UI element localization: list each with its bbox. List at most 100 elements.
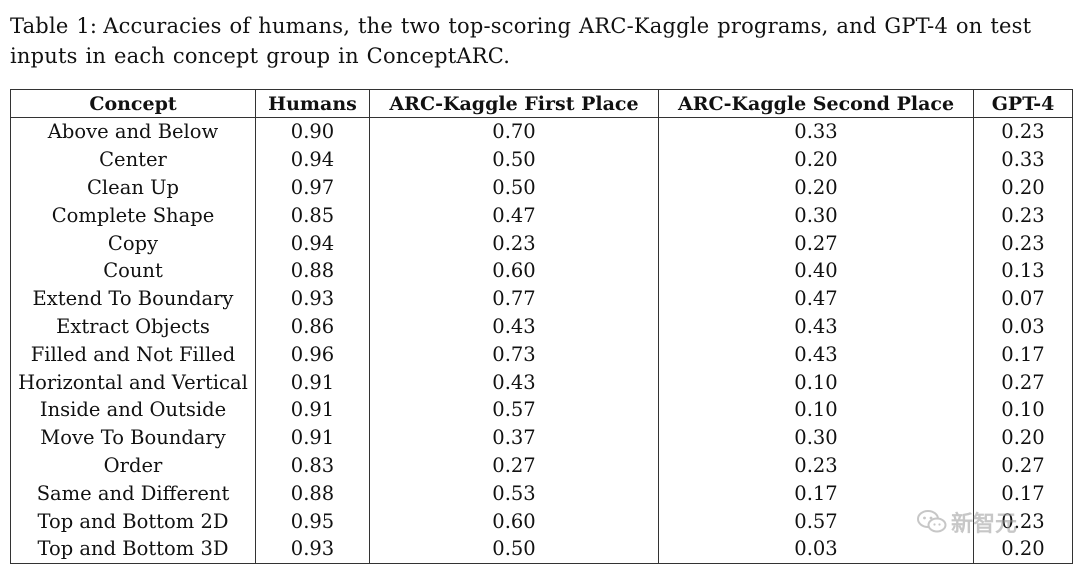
cell-humans: 0.91 (255, 395, 370, 424)
table-row: Horizontal and Vertical 0.91 0.43 0.10 0.27 (10, 368, 1073, 396)
table-row: Center 0.94 0.50 0.20 0.33 (10, 145, 1073, 174)
cell-concept: Move To Boundary (10, 423, 256, 452)
cell-arc-kaggle-second-place: 0.57 (658, 507, 974, 535)
cell-gpt-4: 0.17 (973, 340, 1073, 369)
cell-arc-kaggle-first-place: 0.57 (369, 395, 659, 424)
cell-humans: 0.86 (255, 312, 370, 341)
cell-arc-kaggle-first-place: 0.60 (369, 507, 659, 535)
cell-concept: Extract Objects (10, 312, 256, 341)
cell-concept: Copy (10, 229, 256, 257)
cell-gpt-4: 0.27 (973, 451, 1073, 480)
cell-humans: 0.93 (255, 284, 370, 313)
table-caption-text: Accuracies of humans, the two top-scorin… (10, 14, 1032, 68)
cell-arc-kaggle-first-place: 0.37 (369, 423, 659, 452)
table-row: Complete Shape 0.85 0.47 0.30 0.23 (10, 201, 1073, 230)
cell-arc-kaggle-second-place: 0.23 (658, 451, 974, 480)
table-row: Extract Objects 0.86 0.43 0.43 0.03 (10, 312, 1073, 341)
cell-gpt-4: 0.23 (973, 507, 1073, 535)
cell-arc-kaggle-first-place: 0.70 (369, 117, 659, 146)
cell-gpt-4: 0.23 (973, 117, 1073, 146)
cell-arc-kaggle-first-place: 0.43 (369, 312, 659, 341)
cell-concept: Same and Different (10, 479, 256, 508)
cell-gpt-4: 0.20 (973, 173, 1073, 202)
table-row: Count 0.88 0.60 0.40 0.13 (10, 256, 1073, 285)
cell-arc-kaggle-first-place: 0.50 (369, 145, 659, 174)
cell-arc-kaggle-second-place: 0.30 (658, 423, 974, 452)
cell-concept: Order (10, 451, 256, 480)
cell-arc-kaggle-second-place: 0.43 (658, 340, 974, 369)
cell-gpt-4: 0.20 (973, 534, 1073, 564)
cell-concept: Filled and Not Filled (10, 340, 256, 369)
cell-humans: 0.96 (255, 340, 370, 369)
cell-humans: 0.85 (255, 201, 370, 230)
cell-arc-kaggle-first-place: 0.27 (369, 451, 659, 480)
cell-concept: Horizontal and Vertical (10, 368, 256, 396)
cell-arc-kaggle-second-place: 0.17 (658, 479, 974, 508)
header-arc-kaggle-second-place: ARC-Kaggle Second Place (658, 89, 974, 118)
cell-concept: Extend To Boundary (10, 284, 256, 313)
table-caption: Table 1: Accuracies of humans, the two to… (10, 11, 1072, 71)
cell-humans: 0.93 (255, 534, 370, 564)
cell-gpt-4: 0.10 (973, 395, 1073, 424)
cell-arc-kaggle-first-place: 0.73 (369, 340, 659, 369)
cell-gpt-4: 0.33 (973, 145, 1073, 174)
cell-concept: Clean Up (10, 173, 256, 202)
cell-arc-kaggle-second-place: 0.40 (658, 256, 974, 285)
cell-humans: 0.90 (255, 117, 370, 146)
cell-arc-kaggle-second-place: 0.20 (658, 173, 974, 202)
cell-arc-kaggle-first-place: 0.53 (369, 479, 659, 508)
table-row: Top and Bottom 2D 0.95 0.60 0.57 0.23 (10, 507, 1073, 535)
cell-arc-kaggle-first-place: 0.50 (369, 534, 659, 564)
cell-humans: 0.88 (255, 256, 370, 285)
cell-humans: 0.97 (255, 173, 370, 202)
cell-concept: Above and Below (10, 117, 256, 146)
cell-arc-kaggle-second-place: 0.43 (658, 312, 974, 341)
cell-arc-kaggle-second-place: 0.30 (658, 201, 974, 230)
cell-humans: 0.88 (255, 479, 370, 508)
table-row: Clean Up 0.97 0.50 0.20 0.20 (10, 173, 1073, 202)
header-concept: Concept (10, 89, 256, 118)
table-row: Same and Different 0.88 0.53 0.17 0.17 (10, 479, 1073, 508)
cell-concept: Center (10, 145, 256, 174)
cell-gpt-4: 0.23 (973, 201, 1073, 230)
cell-concept: Complete Shape (10, 201, 256, 230)
cell-humans: 0.95 (255, 507, 370, 535)
cell-arc-kaggle-second-place: 0.03 (658, 534, 974, 564)
cell-gpt-4: 0.03 (973, 312, 1073, 341)
table-row: Copy 0.94 0.23 0.27 0.23 (10, 229, 1073, 257)
cell-gpt-4: 0.27 (973, 368, 1073, 396)
table-row: Inside and Outside 0.91 0.57 0.10 0.10 (10, 395, 1073, 424)
cell-gpt-4: 0.17 (973, 479, 1073, 508)
cell-gpt-4: 0.07 (973, 284, 1073, 313)
cell-arc-kaggle-second-place: 0.20 (658, 145, 974, 174)
table-caption-label: Table 1: (10, 14, 98, 38)
table-row: Above and Below 0.90 0.70 0.33 0.23 (10, 117, 1073, 146)
table-row: Extend To Boundary 0.93 0.77 0.47 0.07 (10, 284, 1073, 313)
table-body: Above and Below 0.90 0.70 0.33 0.23 Center 0.9… (10, 117, 1073, 564)
table-row: Order 0.83 0.27 0.23 0.27 (10, 451, 1073, 480)
cell-arc-kaggle-first-place: 0.60 (369, 256, 659, 285)
cell-arc-kaggle-second-place: 0.27 (658, 229, 974, 257)
cell-arc-kaggle-second-place: 0.10 (658, 368, 974, 396)
header-arc-kaggle-first-place: ARC-Kaggle First Place (369, 89, 659, 118)
cell-gpt-4: 0.23 (973, 229, 1073, 257)
cell-gpt-4: 0.13 (973, 256, 1073, 285)
cell-concept: Inside and Outside (10, 395, 256, 424)
cell-humans: 0.91 (255, 368, 370, 396)
accuracy-table: Concept Humans ARC-Kaggle First Place AR… (10, 89, 1073, 564)
cell-arc-kaggle-second-place: 0.10 (658, 395, 974, 424)
table-row: Top and Bottom 3D 0.93 0.50 0.03 0.20 (10, 534, 1073, 564)
cell-concept: Top and Bottom 2D (10, 507, 256, 535)
cell-arc-kaggle-first-place: 0.77 (369, 284, 659, 313)
cell-humans: 0.94 (255, 145, 370, 174)
table-row: Move To Boundary 0.91 0.37 0.30 0.20 (10, 423, 1073, 452)
cell-arc-kaggle-first-place: 0.50 (369, 173, 659, 202)
table-row: Filled and Not Filled 0.96 0.73 0.43 0.17 (10, 340, 1073, 369)
cell-concept: Count (10, 256, 256, 285)
header-gpt-4: GPT-4 (973, 89, 1073, 118)
cell-arc-kaggle-first-place: 0.23 (369, 229, 659, 257)
cell-humans: 0.91 (255, 423, 370, 452)
cell-arc-kaggle-first-place: 0.43 (369, 368, 659, 396)
cell-humans: 0.94 (255, 229, 370, 257)
table-header-row: Concept Humans ARC-Kaggle First Place AR… (10, 89, 1073, 118)
